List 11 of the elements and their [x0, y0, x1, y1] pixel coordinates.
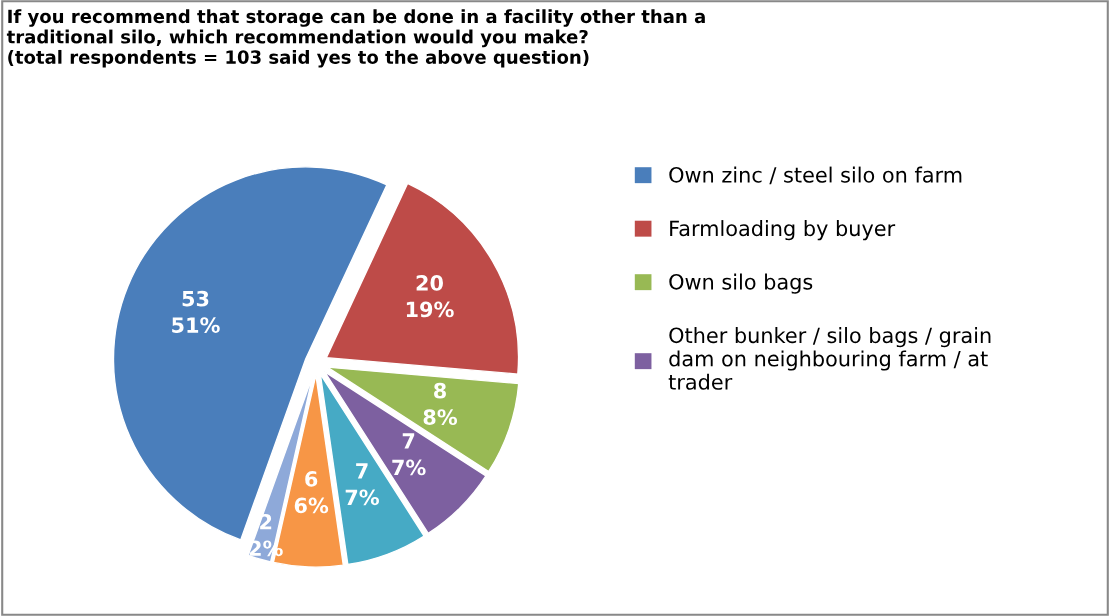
- legend-label: Farmloading by buyer: [670, 220, 896, 241]
- data-label: 7 7%: [345, 463, 380, 506]
- chart-title: If you recommend that storage can be done in a facility other than a traditional silo, which recommendation would you make? (total respondents = 103 said yes to the above question): [6, 9, 705, 68]
- data-label: 20 19%: [406, 275, 454, 318]
- data-label: 8 8%: [423, 382, 458, 426]
- data-label: 6 6%: [294, 471, 329, 514]
- data-label: 7 7%: [392, 433, 426, 476]
- legend-label: Other bunker / silo bags / grain dam on neighbouring farm / at trader: [668, 327, 991, 390]
- data-label: 53 51%: [172, 290, 220, 333]
- legend-label: Own zinc / steel silo on farm: [669, 166, 962, 185]
- legend-label: Own silo bags: [669, 273, 813, 294]
